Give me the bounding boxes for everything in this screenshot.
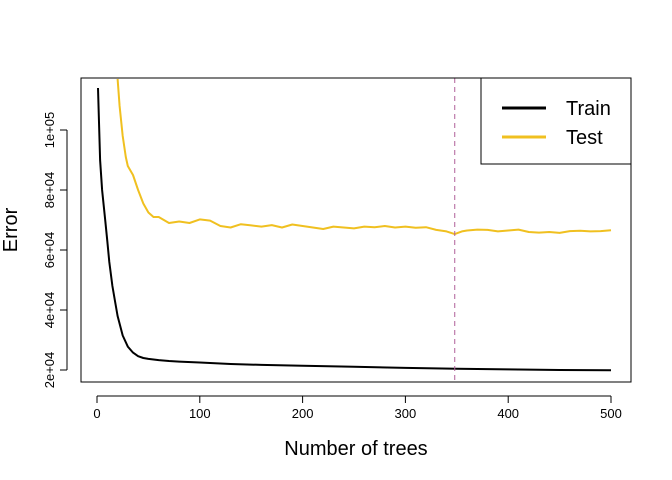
y-axis: 2e+04 4e+04 6e+04 8e+04 1e+05 [42, 112, 68, 389]
x-axis: 0 100 200 300 400 500 [93, 395, 622, 421]
y-tick-label: 4e+04 [42, 292, 57, 329]
y-tick-label: 1e+05 [42, 112, 57, 149]
y-axis-title: Error [0, 207, 22, 252]
x-tick-label: 300 [395, 406, 417, 421]
x-tick-label: 100 [189, 406, 211, 421]
y-tick-label: 2e+04 [42, 352, 57, 389]
series-line-test [116, 78, 612, 236]
x-axis-title: Number of trees [284, 438, 427, 460]
x-tick-label: 0 [93, 406, 100, 421]
y-tick-label: 8e+04 [42, 172, 57, 209]
legend-label-train: Train [566, 98, 611, 120]
x-tick-label: 500 [600, 406, 622, 421]
x-tick-label: 400 [497, 406, 519, 421]
legend-label-test: Test [566, 127, 603, 149]
legend-box [480, 77, 632, 165]
x-tick-label: 200 [292, 406, 314, 421]
legend: Train Test [480, 77, 632, 165]
y-tick-label: 6e+04 [42, 232, 57, 269]
series-line-train [97, 87, 612, 372]
plot-frame [80, 77, 632, 383]
